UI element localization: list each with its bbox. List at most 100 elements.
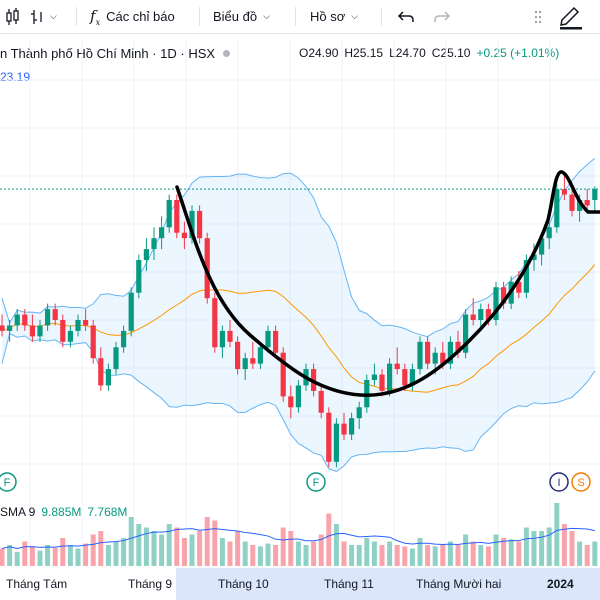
- volume-bar: [561, 524, 567, 566]
- volume-bar: [181, 538, 187, 566]
- candle-body: [136, 260, 142, 293]
- candle-body: [235, 341, 241, 370]
- volume-legend: SMA 9 9.885M 7.768M: [0, 505, 127, 519]
- volume-bars: [0, 503, 598, 566]
- volume-bar: [402, 546, 408, 566]
- candle-body: [250, 358, 256, 364]
- event-marker-f: F: [306, 472, 326, 492]
- volume-bar: [470, 541, 476, 566]
- volume-bar: [52, 547, 58, 566]
- volume-sma-line: [1, 527, 595, 550]
- cup-and-handle-drawing[interactable]: [175, 170, 600, 397]
- volume-bar: [174, 527, 180, 566]
- volume-bar: [463, 534, 469, 566]
- volume-bar: [60, 538, 66, 566]
- indicators-button[interactable]: fx Các chỉ báo: [90, 0, 175, 33]
- time-axis[interactable]: Tháng Tám Tháng 9 Tháng 10 Tháng 11 Thán…: [0, 568, 600, 600]
- volume-bar: [0, 548, 5, 566]
- candle-body: [371, 374, 377, 380]
- volume-bar: [546, 527, 552, 566]
- event-marker-circle: [549, 472, 569, 492]
- candle-body: [280, 352, 286, 397]
- candle-body: [523, 260, 529, 293]
- event-marker-circle: [306, 472, 326, 492]
- volume-bar: [523, 527, 529, 566]
- low-value: L24.70: [389, 46, 426, 60]
- candle-body: [143, 249, 149, 260]
- candle-body: [105, 369, 111, 386]
- volume-bar: [128, 517, 134, 566]
- axis-label-sep: Tháng 9: [128, 577, 173, 591]
- pencil-icon: [560, 6, 582, 30]
- function-icon: fx: [90, 6, 101, 27]
- candle-body: [425, 341, 431, 364]
- basis-line: [1, 264, 596, 393]
- volume-bar: [250, 545, 256, 566]
- candle-body: [265, 330, 271, 348]
- candle-body: [14, 314, 20, 326]
- candle-body: [212, 298, 218, 348]
- volume-bar: [67, 545, 73, 566]
- event-marker-circle: [571, 472, 591, 492]
- volume-bar: [22, 541, 28, 566]
- volume-sma-value: 7.768M: [87, 505, 128, 519]
- candle-body: [159, 227, 165, 239]
- volume-bar: [235, 531, 241, 566]
- candle-body: [121, 330, 127, 348]
- axis-label-aug: Tháng Tám: [6, 577, 68, 591]
- drag-handle[interactable]: [534, 0, 542, 33]
- band-fill: [2, 158, 595, 472]
- candle-body: [7, 325, 13, 331]
- candle-body: [181, 232, 187, 239]
- open-value: O24.90: [299, 46, 339, 60]
- time-axis-selection: [176, 568, 600, 600]
- candle-body: [516, 281, 522, 293]
- drawing-tool-button[interactable]: [554, 0, 600, 33]
- toolbar-divider: [76, 7, 77, 26]
- volume-bar: [455, 545, 461, 566]
- change-value: +0.25 (+1.01%): [476, 46, 560, 60]
- candle-body: [242, 358, 248, 370]
- chart-type-button[interactable]: [6, 0, 20, 33]
- axis-label-nov: Tháng 11: [324, 577, 374, 591]
- volume-bar: [584, 545, 590, 566]
- volume-bar: [341, 541, 347, 566]
- high-value: H25.15: [344, 46, 384, 60]
- volume-bar: [273, 545, 279, 566]
- volume-bar: [432, 546, 438, 566]
- profile-menu-button[interactable]: Hồ sơ ⌵: [310, 0, 358, 33]
- volume-bar: [189, 534, 195, 566]
- undo-icon: [397, 10, 414, 22]
- chart-label: Biểu đồ: [213, 9, 258, 24]
- volume-bar: [554, 503, 560, 566]
- redo-button[interactable]: [433, 0, 451, 33]
- symbol-title: n Thành phố Hồ Chí Minh · 1D · HSX: [0, 45, 216, 61]
- volume-bar: [539, 531, 545, 566]
- candle-body: [189, 210, 195, 239]
- volume-value: 9.885M: [41, 505, 82, 519]
- undo-button[interactable]: [397, 0, 415, 33]
- volume-bar: [143, 527, 149, 566]
- candle-body: [174, 200, 180, 233]
- candle-body: [128, 292, 134, 331]
- bars-style-button[interactable]: ⌵: [30, 0, 57, 33]
- volume-bar: [83, 543, 89, 566]
- volume-bar: [485, 546, 491, 566]
- candle-body: [29, 325, 35, 337]
- candle-body: [539, 238, 545, 255]
- chart-menu-button[interactable]: Biểu đồ ⌵: [213, 0, 270, 33]
- candle-body: [227, 330, 233, 342]
- toolbar-divider: [295, 7, 296, 26]
- candle-body: [592, 189, 598, 200]
- volume-bar: [425, 545, 431, 566]
- axis-label-oct: Tháng 10: [218, 577, 269, 591]
- candle-body: [98, 358, 104, 386]
- candle-body: [288, 396, 294, 408]
- volume-bar: [121, 538, 127, 566]
- volume-bar: [197, 531, 203, 566]
- status-dot-icon: [223, 49, 231, 57]
- candle-body: [554, 189, 560, 228]
- candle-body: [478, 309, 484, 320]
- volume-bar: [242, 541, 248, 566]
